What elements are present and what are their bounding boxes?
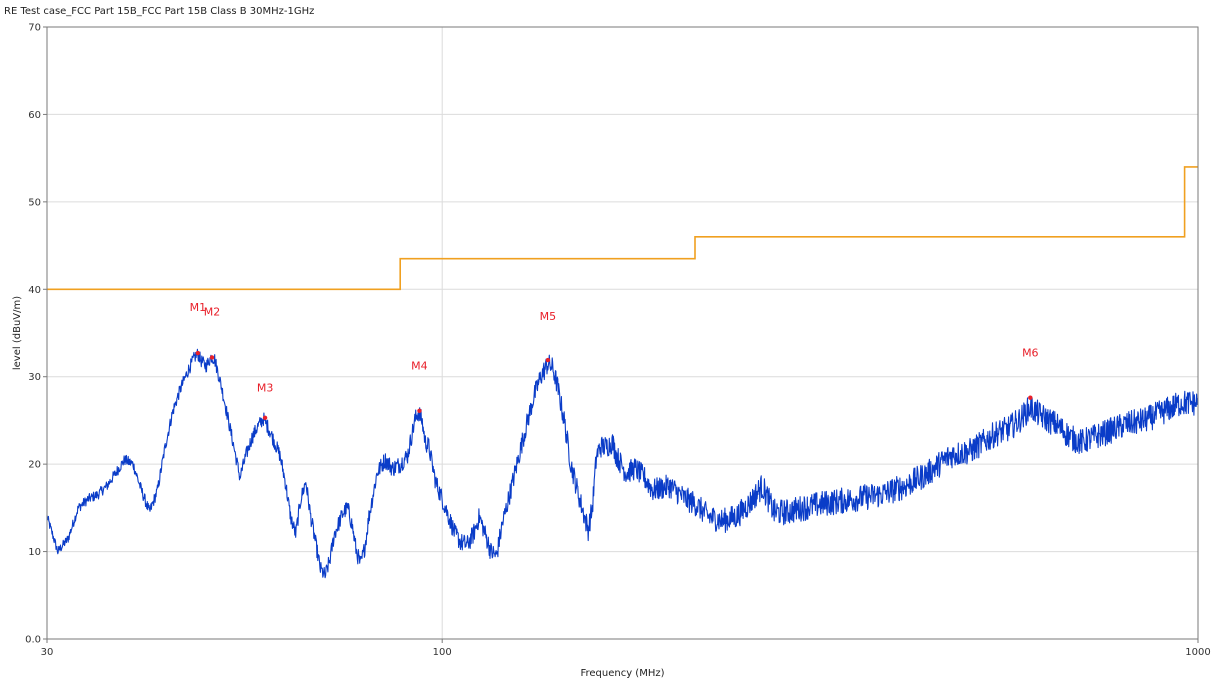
y-tick-label: 50 — [28, 197, 41, 208]
x-tick-label: 1000 — [1185, 647, 1210, 658]
measurement-trace — [46, 348, 1199, 579]
marker-label: M1 — [190, 301, 207, 314]
marker-point — [195, 350, 201, 356]
x-axis-label: Frequency (MHz) — [580, 668, 664, 679]
limit-line — [47, 166, 1198, 291]
grid — [46, 26, 1199, 640]
marker-label: M5 — [540, 310, 557, 323]
y-tick-label: 20 — [28, 460, 41, 471]
marker-label: M4 — [411, 360, 428, 373]
marker-point — [545, 357, 551, 363]
marker-label: M2 — [204, 306, 221, 319]
y-tick-label: 0.0 — [25, 635, 41, 646]
marker-label: M6 — [1022, 347, 1039, 360]
y-axis-label: level (dBuV/m) — [12, 296, 23, 370]
x-tick-label: 30 — [41, 647, 54, 658]
tick-labels: 0.0 10 20 30 40 50 60 70 30 100 1000 — [25, 23, 1211, 659]
chart-title: RE Test case_FCC Part 15B_FCC Part 15B C… — [4, 6, 314, 17]
plot-area — [46, 26, 1199, 640]
marker-label: M3 — [257, 382, 274, 395]
y-tick-label: 60 — [28, 110, 41, 121]
marker-point — [209, 355, 215, 360]
marker-point — [417, 408, 422, 414]
x-tick-label: 100 — [433, 647, 452, 658]
y-tick-label: 70 — [28, 23, 41, 34]
marker-point — [262, 415, 268, 421]
marker-point — [1028, 395, 1033, 400]
y-tick-label: 10 — [28, 547, 41, 558]
y-tick-label: 40 — [28, 285, 41, 296]
limit-line-layer — [47, 166, 1198, 291]
measurement-trace-layer — [46, 348, 1199, 579]
y-tick-label: 30 — [28, 372, 41, 383]
